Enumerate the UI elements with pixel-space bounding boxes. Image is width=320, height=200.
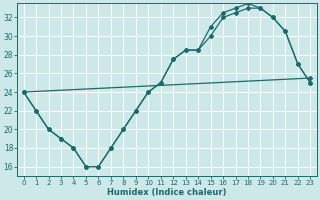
- X-axis label: Humidex (Indice chaleur): Humidex (Indice chaleur): [107, 188, 227, 197]
